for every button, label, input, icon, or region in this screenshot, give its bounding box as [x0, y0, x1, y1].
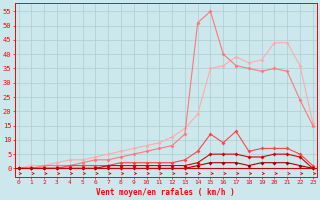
X-axis label: Vent moyen/en rafales ( km/h ): Vent moyen/en rafales ( km/h ) [96, 188, 235, 197]
